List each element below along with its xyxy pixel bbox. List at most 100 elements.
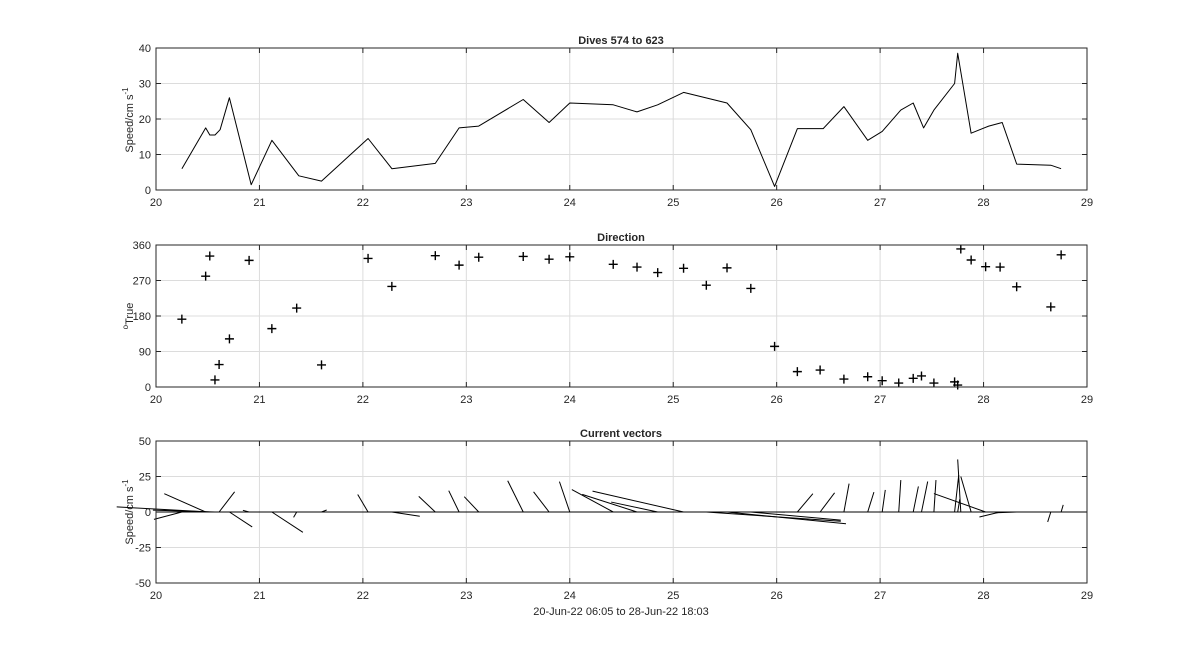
direction-point xyxy=(792,367,802,377)
vectors-y-tick-label: 0 xyxy=(145,507,151,519)
vector-stick xyxy=(391,511,420,517)
speed-x-tick-label: 23 xyxy=(460,197,472,209)
direction-point xyxy=(518,251,528,261)
direction-y-tick-label: 270 xyxy=(133,276,151,288)
direction-point xyxy=(544,254,554,264)
vector-stick xyxy=(558,481,571,513)
vector-stick xyxy=(995,511,1017,514)
direction-point xyxy=(267,324,277,334)
direction-y-axis-label: oTrue xyxy=(121,303,136,330)
direction-y-tick-label: 360 xyxy=(133,240,151,252)
speed-chart-title: Dives 574 to 623 xyxy=(578,35,664,47)
direction-point xyxy=(608,259,618,269)
direction-point xyxy=(454,260,464,270)
direction-point xyxy=(363,253,373,263)
direction-point xyxy=(565,252,575,262)
speed-x-tick-label: 21 xyxy=(253,197,265,209)
direction-points xyxy=(177,244,1066,390)
vector-stick xyxy=(153,511,182,520)
vector-stick xyxy=(571,489,614,513)
direction-point xyxy=(387,281,397,291)
direction-x-tick-label: 21 xyxy=(253,394,265,406)
vector-stick xyxy=(843,483,850,513)
vectors-x-tick-label: 26 xyxy=(771,590,783,602)
direction-panel: Direction oTrue 20 21 22 23 24 25 26 27 28 29 0 90 1… xyxy=(121,232,1093,406)
direction-point xyxy=(956,244,966,254)
direction-x-tick-label: 29 xyxy=(1081,394,1093,406)
direction-point xyxy=(1046,302,1056,312)
speed-y-tick-label: 30 xyxy=(139,79,151,91)
vector-stick xyxy=(954,475,960,513)
vector-stick xyxy=(271,511,304,533)
direction-y-tick-label: 180 xyxy=(133,311,151,323)
direction-point xyxy=(746,283,756,293)
vectors-x-tick-label: 23 xyxy=(460,590,472,602)
vector-stick xyxy=(418,496,436,513)
vector-stick xyxy=(611,501,658,513)
vectors-chart-title: Current vectors xyxy=(580,428,662,440)
vector-stick xyxy=(218,491,236,513)
direction-point xyxy=(863,372,873,382)
vector-stick xyxy=(796,493,814,513)
speed-y-tick-label: 0 xyxy=(145,185,151,197)
direction-point xyxy=(701,280,711,290)
speed-y-tick-label: 10 xyxy=(139,150,151,162)
vector-stick xyxy=(582,493,638,513)
direction-point xyxy=(205,251,215,261)
speed-y-tick-label: 20 xyxy=(139,114,151,126)
direction-x-tick-label: 20 xyxy=(150,394,162,406)
direction-point xyxy=(1012,282,1022,292)
vectors-y-tick-label: 25 xyxy=(139,472,151,484)
direction-point xyxy=(929,378,939,388)
vector-stick xyxy=(867,491,875,513)
vector-stick xyxy=(933,493,986,513)
vector-stick xyxy=(920,481,929,513)
vectors-x-tick-label: 22 xyxy=(357,590,369,602)
direction-point xyxy=(224,334,234,344)
direction-x-tick-label: 23 xyxy=(460,394,472,406)
direction-x-tick-label: 26 xyxy=(771,394,783,406)
direction-point xyxy=(722,263,732,273)
speed-x-tick-label: 25 xyxy=(667,197,679,209)
direction-x-tick-label: 24 xyxy=(564,394,576,406)
vectors-x-tick-label: 21 xyxy=(253,590,265,602)
direction-point xyxy=(953,380,963,390)
vectors-sticks xyxy=(116,459,1064,533)
vectors-x-tick-label: 29 xyxy=(1081,590,1093,602)
vector-stick xyxy=(819,492,835,513)
direction-point xyxy=(1056,250,1066,260)
vector-stick xyxy=(507,480,524,513)
vector-stick xyxy=(463,496,480,513)
vectors-y-tick-label: 50 xyxy=(139,436,151,448)
direction-x-tick-label: 25 xyxy=(667,394,679,406)
vector-stick xyxy=(1060,504,1064,513)
direction-x-tick-label: 27 xyxy=(874,394,886,406)
vectors-x-tick-label: 20 xyxy=(150,590,162,602)
direction-point xyxy=(244,255,254,265)
speed-axes-frame xyxy=(155,47,1088,191)
vectors-x-tick-label: 24 xyxy=(564,590,576,602)
vector-stick xyxy=(533,491,550,513)
vector-stick xyxy=(750,511,841,521)
direction-y-tick-label: 90 xyxy=(139,347,151,359)
speed-x-tick-label: 28 xyxy=(977,197,989,209)
direction-x-tick-label: 28 xyxy=(977,394,989,406)
vector-stick xyxy=(448,490,460,513)
vector-stick xyxy=(592,490,684,513)
direction-point xyxy=(894,378,904,388)
vector-stick xyxy=(726,511,847,525)
direction-point xyxy=(430,251,440,261)
direction-point xyxy=(966,255,976,265)
vector-stick xyxy=(957,499,961,513)
vectors-y-axis-label: Speed/cm s-1 xyxy=(121,479,136,545)
vector-stick xyxy=(229,511,253,528)
vector-stick xyxy=(1047,511,1052,523)
speed-x-tick-label: 26 xyxy=(771,197,783,209)
direction-point xyxy=(632,262,642,272)
direction-point xyxy=(839,374,849,384)
direction-point xyxy=(679,263,689,273)
direction-axes-frame xyxy=(155,244,1088,388)
direction-point xyxy=(210,375,220,385)
vectors-y-tick-label: -25 xyxy=(135,543,151,555)
